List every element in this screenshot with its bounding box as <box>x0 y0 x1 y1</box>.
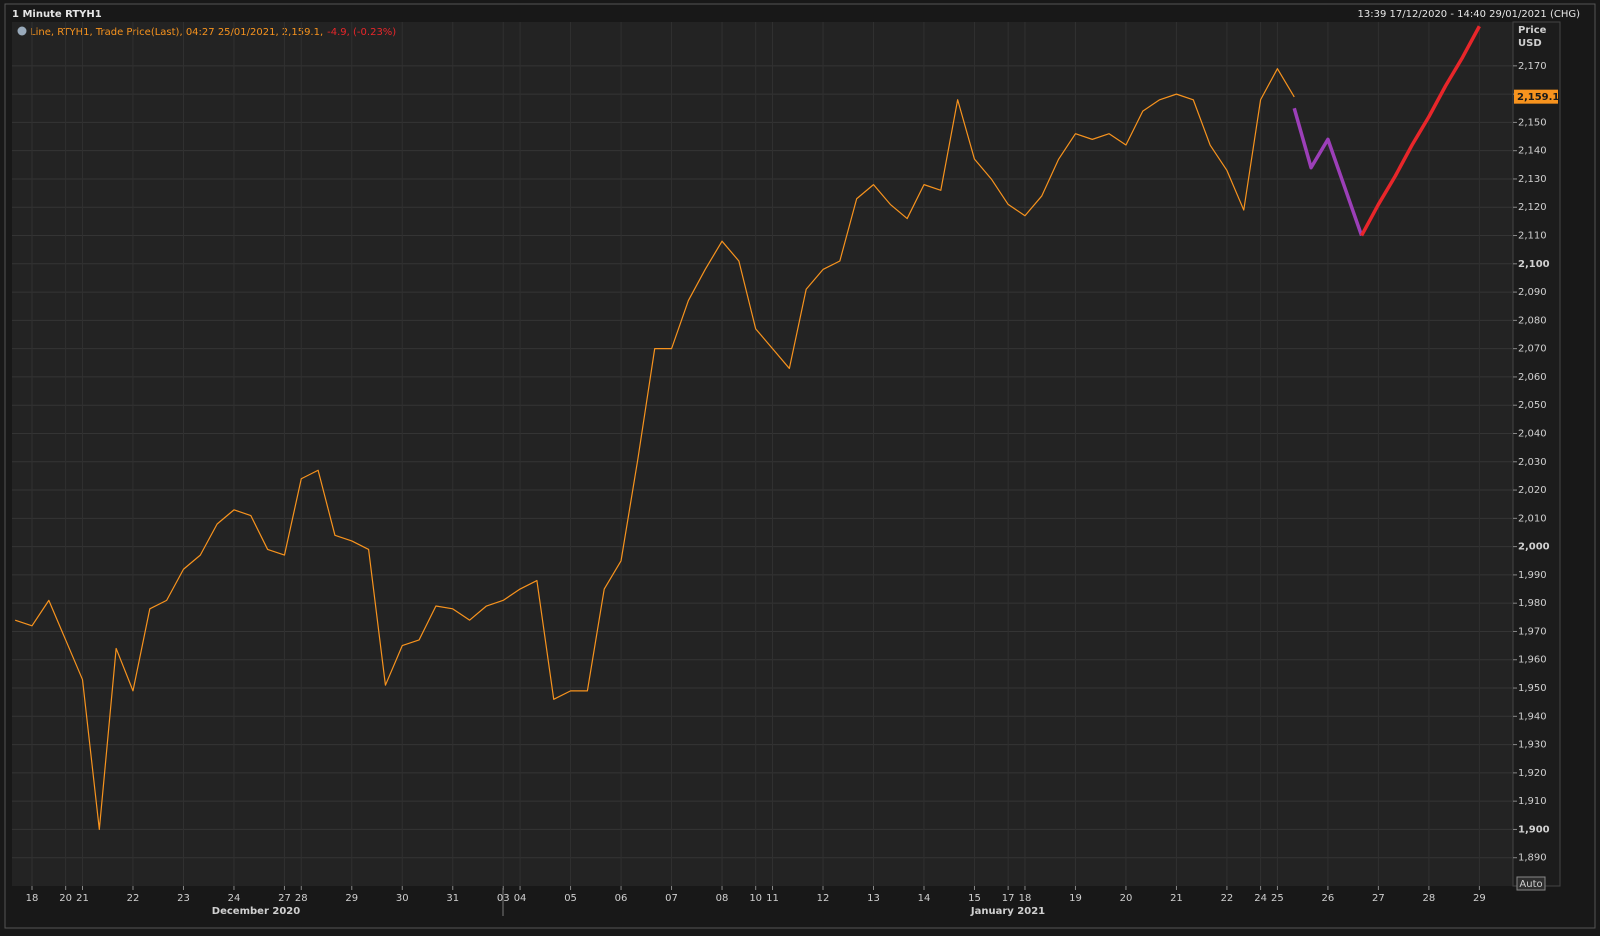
y-axis-title: Price <box>1518 25 1547 36</box>
x-tick-label: 06 <box>615 893 628 904</box>
y-tick-label: 1,930 <box>1518 740 1547 751</box>
x-tick-label: 03 <box>497 893 510 904</box>
x-tick-label: 31 <box>446 893 459 904</box>
x-tick-label: 18 <box>1019 893 1032 904</box>
x-tick-label: 29 <box>345 893 358 904</box>
x-tick-label: 21 <box>76 893 89 904</box>
x-tick-label: 28 <box>1423 893 1436 904</box>
legend-text: Line, RTYH1, Trade Price(Last), 04:27 25… <box>30 27 323 38</box>
y-tick-label: 2,140 <box>1518 146 1547 157</box>
x-tick-label: 19 <box>1069 893 1082 904</box>
y-tick-label: 2,130 <box>1518 174 1547 185</box>
y-tick-label: 2,050 <box>1518 400 1547 411</box>
y-tick-label: 2,060 <box>1518 372 1547 383</box>
x-tick-label: 14 <box>918 893 931 904</box>
x-tick-label: 20 <box>59 893 72 904</box>
y-tick-label: 2,090 <box>1518 287 1547 298</box>
auto-button[interactable] <box>1516 876 1546 891</box>
y-tick-label: 1,920 <box>1518 768 1547 779</box>
y-tick-label: 2,110 <box>1518 231 1547 242</box>
x-tick-label: 10 <box>749 893 762 904</box>
x-tick-label: 30 <box>396 893 409 904</box>
x-tick-label: 25 <box>1271 893 1284 904</box>
x-tick-label: 26 <box>1322 893 1335 904</box>
plot-area <box>12 22 1513 886</box>
x-tick-label: 04 <box>514 893 527 904</box>
x-tick-label: 27 <box>278 893 291 904</box>
auto-button-label[interactable]: Auto <box>1519 879 1542 890</box>
x-tick-label: 07 <box>665 893 678 904</box>
series-line <box>14 68 1295 831</box>
x-tick-label: 05 <box>564 893 577 904</box>
x-tick-label: 08 <box>716 893 729 904</box>
x-tick-label: 28 <box>295 893 308 904</box>
x-tick-label: 22 <box>1221 893 1234 904</box>
y-tick-label: 2,010 <box>1518 513 1547 524</box>
legend-change: -4.9, (-0.23%) <box>327 27 396 38</box>
y-axis-unit: USD <box>1518 38 1542 49</box>
series-line <box>1292 107 1364 237</box>
x-group-label: December 2020 <box>212 906 300 917</box>
y-axis-panel <box>1512 21 1561 887</box>
y-tick-label: 1,890 <box>1518 853 1547 864</box>
x-tick-label: 17 <box>1002 893 1015 904</box>
x-tick-label: 27 <box>1372 893 1385 904</box>
series-line <box>1360 25 1481 237</box>
legend: Line, RTYH1, Trade Price(Last), 04:27 25… <box>30 27 396 38</box>
x-tick-label: 23 <box>177 893 190 904</box>
y-tick-label: 1,980 <box>1518 598 1547 609</box>
y-tick-label: 2,070 <box>1518 344 1547 355</box>
y-tick-label: 1,950 <box>1518 683 1547 694</box>
y-tick-label: 1,960 <box>1518 655 1547 666</box>
y-tick-label: 1,990 <box>1518 570 1547 581</box>
y-tick-label: 2,030 <box>1518 457 1547 468</box>
y-tick-label: 1,900 <box>1518 824 1550 835</box>
y-tick-label: 1,940 <box>1518 711 1547 722</box>
x-tick-label: 24 <box>228 893 241 904</box>
x-tick-label: 11 <box>766 893 779 904</box>
y-tick-label: 2,020 <box>1518 485 1547 496</box>
y-tick-label: 2,000 <box>1518 542 1550 553</box>
x-tick-label: 12 <box>817 893 830 904</box>
x-group-label: January 2021 <box>970 906 1045 917</box>
y-tick-label: 2,120 <box>1518 202 1547 213</box>
x-tick-label: 15 <box>968 893 981 904</box>
last-price-badge <box>1514 89 1558 104</box>
x-tick-label: 29 <box>1473 893 1486 904</box>
x-tick-label: 24 <box>1254 893 1267 904</box>
y-tick-label: 2,080 <box>1518 315 1547 326</box>
y-tick-label: 2,100 <box>1518 259 1550 270</box>
x-tick-label: 21 <box>1170 893 1183 904</box>
y-tick-label: 2,170 <box>1518 61 1547 72</box>
y-tick-label: 1,970 <box>1518 626 1547 637</box>
x-tick-label: 20 <box>1120 893 1133 904</box>
x-tick-label: 18 <box>26 893 39 904</box>
y-tick-label: 1,910 <box>1518 796 1547 807</box>
y-tick-label: 2,040 <box>1518 428 1547 439</box>
header-range: 13:39 17/12/2020 - 14:40 29/01/2021 (CHG… <box>1358 9 1581 20</box>
x-tick-label: 22 <box>127 893 140 904</box>
x-tick-label: 13 <box>867 893 880 904</box>
legend-icon <box>17 26 27 36</box>
y-tick-label: 2,150 <box>1518 117 1547 128</box>
frame <box>4 3 1596 929</box>
header-title: 1 Minute RTYH1 <box>12 9 102 20</box>
last-price-label: 2,159.1 <box>1517 92 1559 103</box>
